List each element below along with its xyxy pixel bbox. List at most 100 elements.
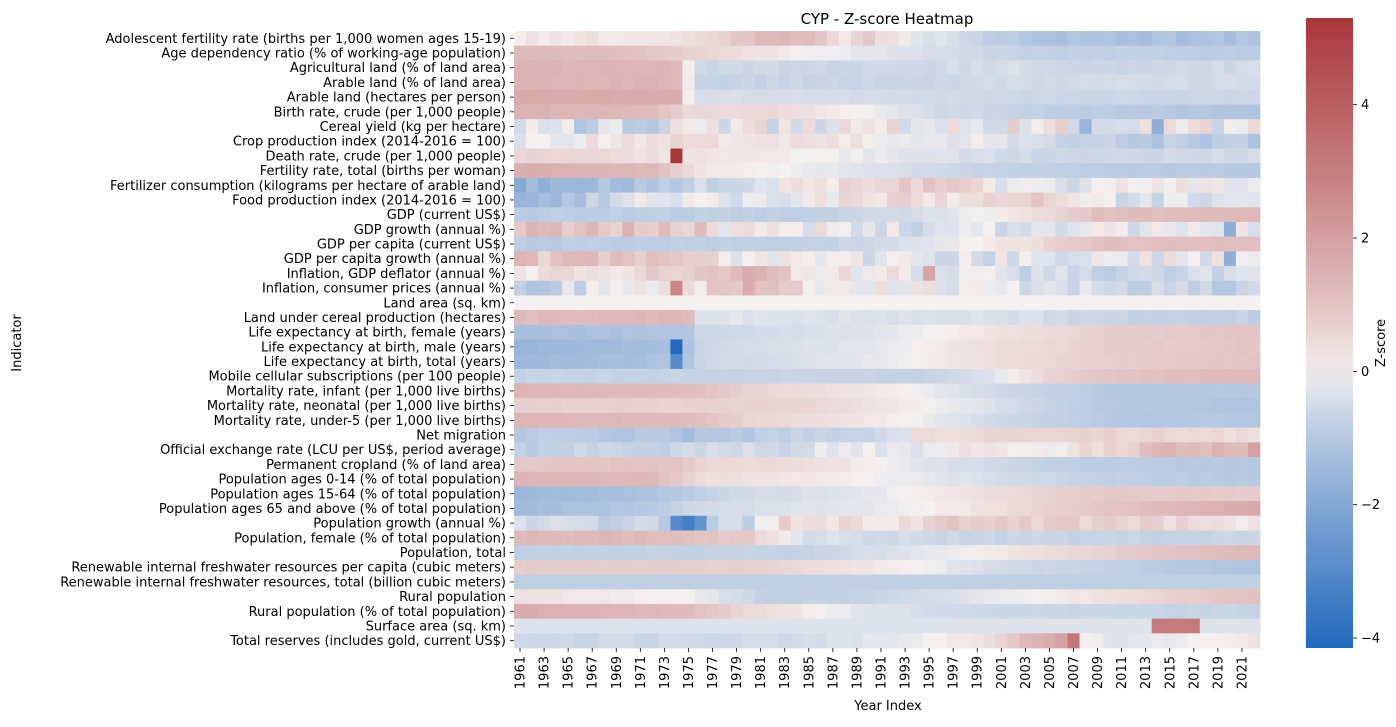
heatmap-cell — [1247, 177, 1261, 193]
heatmap-cell — [718, 530, 731, 546]
heatmap-cell — [1223, 412, 1237, 429]
heatmap-cell — [574, 45, 587, 61]
heatmap-cell — [658, 280, 671, 296]
heatmap-cell — [995, 104, 1008, 120]
heatmap-cell — [983, 310, 996, 326]
heatmap-cell — [1079, 618, 1092, 634]
heatmap-cell — [574, 339, 587, 355]
heatmap-cell — [983, 457, 996, 473]
heatmap-cell — [742, 339, 756, 355]
heatmap-cell — [790, 427, 804, 443]
heatmap-cell — [706, 515, 719, 531]
heatmap-cell — [694, 354, 707, 370]
heatmap-cell — [646, 383, 659, 399]
heatmap-cell — [742, 501, 756, 517]
heatmap-cell — [766, 486, 780, 502]
heatmap-cell — [1235, 163, 1249, 179]
heatmap-cell — [1079, 89, 1092, 105]
heatmap-cell — [1019, 192, 1032, 208]
heatmap-cell — [814, 133, 828, 149]
heatmap-cell — [622, 471, 635, 487]
heatmap-cell — [538, 236, 551, 252]
heatmap-cell — [562, 119, 575, 135]
heatmap-cell — [766, 603, 780, 620]
heatmap-cell — [971, 280, 984, 296]
x-tick-label: 1991 — [874, 656, 889, 689]
heatmap-cell — [646, 207, 659, 223]
heatmap-cell — [1139, 442, 1153, 458]
heatmap-cell — [935, 163, 948, 179]
heatmap-cell — [730, 295, 744, 311]
heatmap-cell — [1043, 442, 1056, 458]
heatmap-cell — [874, 354, 888, 370]
heatmap-cell — [1139, 119, 1153, 135]
heatmap-cell — [1247, 45, 1261, 61]
heatmap-cell — [574, 457, 587, 473]
heatmap-cell — [682, 295, 695, 311]
heatmap-cell — [574, 148, 587, 164]
heatmap-cell — [586, 398, 599, 414]
heatmap-cell — [923, 545, 936, 561]
heatmap-cell — [959, 221, 972, 238]
heatmap-cell — [971, 251, 984, 267]
heatmap-cell — [598, 251, 611, 267]
heatmap-cell — [730, 221, 744, 238]
heatmap-cell — [983, 324, 996, 340]
heatmap-cell — [754, 280, 768, 296]
heatmap-cell — [1127, 574, 1141, 590]
heatmap-cell — [1103, 545, 1117, 561]
heatmap-cell — [935, 368, 948, 384]
x-tick-label: 1983 — [778, 656, 793, 689]
heatmap-cell — [1067, 104, 1080, 120]
heatmap-cell — [706, 486, 719, 502]
heatmap-cell — [850, 221, 864, 238]
heatmap-cell — [742, 148, 756, 164]
heatmap-cell — [778, 148, 792, 164]
heatmap-cell — [634, 60, 647, 76]
heatmap-cell — [586, 207, 599, 223]
heatmap-cell — [959, 148, 972, 164]
heatmap-cell — [1043, 412, 1056, 429]
heatmap-cell — [1019, 618, 1032, 634]
heatmap-cell — [947, 339, 960, 355]
heatmap-cell — [742, 618, 756, 634]
heatmap-cell — [610, 251, 623, 267]
heatmap-cell — [911, 280, 924, 296]
heatmap-cell — [1031, 295, 1044, 311]
heatmap-cell — [778, 354, 792, 370]
heatmap-cell — [911, 633, 924, 649]
heatmap-cell — [862, 530, 876, 546]
heatmap-cell — [622, 603, 635, 620]
heatmap-cell — [646, 398, 659, 414]
heatmap-cell — [850, 471, 864, 487]
heatmap-cell — [742, 104, 756, 120]
heatmap-cell — [935, 501, 948, 517]
heatmap-cell — [850, 398, 864, 414]
heatmap-cell — [1115, 266, 1129, 282]
heatmap-cell — [790, 559, 804, 575]
heatmap-cell — [947, 251, 960, 267]
heatmap-cell — [706, 119, 719, 135]
heatmap-cell — [850, 427, 864, 443]
heatmap-cell — [610, 501, 623, 517]
heatmap-cell — [706, 75, 719, 91]
heatmap-cell — [1103, 486, 1117, 502]
heatmap-cell — [754, 45, 768, 61]
heatmap-cell — [1163, 251, 1177, 267]
heatmap-cell — [790, 589, 804, 605]
heatmap-cell — [874, 457, 888, 473]
heatmap-cell — [514, 266, 527, 282]
heatmap-cell — [1199, 75, 1213, 91]
heatmap-cell — [730, 471, 744, 487]
heatmap-cell — [586, 251, 599, 267]
colorbar-tick-label: 2 — [1361, 232, 1369, 247]
heatmap-cell — [574, 310, 587, 326]
heatmap-cell — [670, 221, 683, 238]
heatmap-cell — [802, 427, 816, 443]
heatmap-cell — [682, 442, 695, 458]
heatmap-cell — [1127, 603, 1141, 620]
heatmap-cell — [959, 236, 972, 252]
heatmap-cell — [995, 442, 1008, 458]
heatmap-cell — [670, 515, 683, 531]
heatmap-cell — [1127, 559, 1141, 575]
